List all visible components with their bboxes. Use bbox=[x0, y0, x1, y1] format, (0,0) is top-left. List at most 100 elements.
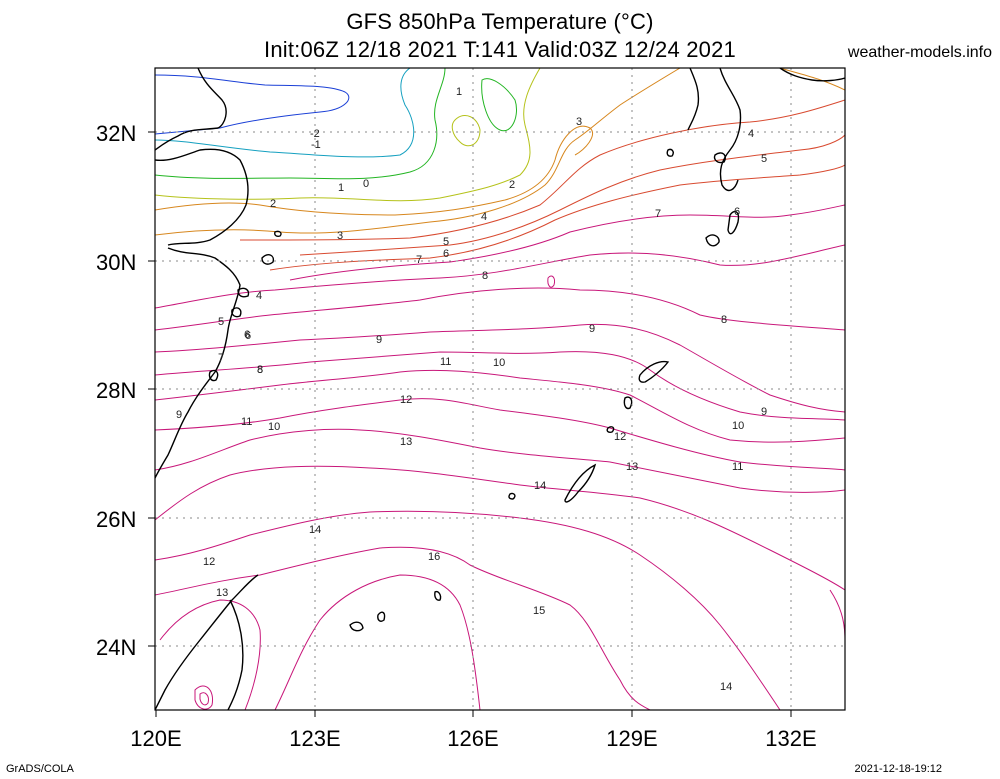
contour-line-cool bbox=[155, 68, 415, 158]
contour-label: 6 bbox=[443, 248, 449, 260]
contour-label: 13 bbox=[216, 587, 228, 599]
contour-label: 6 bbox=[245, 330, 251, 342]
contour-line-magenta bbox=[199, 692, 209, 706]
contour-label: 13 bbox=[400, 436, 412, 448]
coastline-kyushu bbox=[687, 68, 700, 131]
coastline-taiwan bbox=[227, 599, 244, 710]
contour-line-magenta bbox=[155, 244, 845, 309]
contour-label: 6 bbox=[244, 329, 250, 341]
contour-label: 10 bbox=[732, 420, 744, 432]
contour-label: 1 bbox=[456, 86, 462, 98]
contour-label: 3 bbox=[576, 116, 582, 128]
contour-line-orange bbox=[779, 68, 845, 91]
contour-label: 14 bbox=[309, 524, 321, 536]
contour-line-yellow bbox=[155, 68, 541, 202]
coastline-china bbox=[155, 247, 241, 479]
contour-line-magenta bbox=[274, 574, 481, 710]
lon-label-129e: 129E bbox=[606, 726, 657, 751]
contour-label: 4 bbox=[748, 128, 754, 140]
lon-label-126e: 126E bbox=[447, 726, 498, 751]
contour-line-magenta bbox=[159, 599, 261, 710]
contour-label: 9 bbox=[176, 409, 182, 421]
contour-line-magenta bbox=[194, 685, 214, 710]
island-small bbox=[508, 492, 516, 500]
island-small bbox=[623, 396, 633, 410]
island-tanegashima bbox=[727, 210, 740, 235]
contour-line-magenta bbox=[155, 398, 845, 471]
contour-label: 4 bbox=[481, 211, 487, 223]
contour-label: 14 bbox=[534, 480, 546, 492]
contour-label: 14 bbox=[720, 681, 732, 693]
contour-line-magenta bbox=[155, 546, 651, 710]
contour-label: 2 bbox=[509, 179, 515, 191]
contour-line-magenta bbox=[155, 351, 845, 421]
island-yakushima bbox=[705, 234, 720, 247]
lat-label-30n: 30N bbox=[96, 250, 136, 275]
contour-label: 5 bbox=[218, 316, 224, 328]
island-small bbox=[274, 230, 282, 237]
contour-label: 8 bbox=[257, 364, 263, 376]
contour-line-orange bbox=[155, 125, 593, 216]
contour-field bbox=[155, 68, 845, 710]
lat-label-26n: 26N bbox=[96, 507, 136, 532]
contour-label: 11 bbox=[732, 461, 743, 473]
lat-label-28n: 28N bbox=[96, 378, 136, 403]
lon-label-123e: 123E bbox=[289, 726, 340, 751]
island-small bbox=[231, 307, 242, 318]
contour-label: 9 bbox=[376, 334, 382, 346]
contour-label: 0 bbox=[363, 178, 369, 190]
contour-label: 12 bbox=[400, 394, 412, 406]
contour-line-orange bbox=[155, 68, 681, 236]
island-small bbox=[606, 426, 615, 433]
contour-label: 16 bbox=[428, 551, 440, 563]
contour-line-green bbox=[155, 68, 446, 180]
contour-label: 9 bbox=[589, 323, 595, 335]
island-small bbox=[261, 254, 275, 265]
lon-label-120e: 120E bbox=[130, 726, 181, 751]
contour-line-magenta bbox=[155, 287, 845, 331]
contour-line-red bbox=[299, 134, 845, 256]
contour-line-red bbox=[269, 164, 845, 271]
island-okinawa bbox=[564, 463, 597, 503]
coastline-japan bbox=[779, 68, 845, 82]
contour-label: -1 bbox=[311, 139, 321, 151]
island-small bbox=[349, 621, 364, 632]
island-small bbox=[208, 369, 219, 382]
contour-label: 11 bbox=[241, 416, 252, 428]
contour-label: 5 bbox=[761, 153, 767, 165]
chart-subtitle: Init:06Z 12/18 2021 T:141 Valid:03Z 12/2… bbox=[264, 37, 736, 62]
coastline-china bbox=[155, 68, 227, 151]
contour-label: 12 bbox=[203, 556, 215, 568]
contour-label: 3 bbox=[337, 230, 343, 242]
contour-line-yellow bbox=[451, 115, 481, 147]
graticule bbox=[155, 68, 845, 710]
contour-label: 6 bbox=[734, 206, 740, 218]
contour-label: 8 bbox=[257, 364, 263, 376]
coastline-kyushu bbox=[719, 68, 742, 192]
contour-label: 7 bbox=[655, 208, 661, 220]
contour-label: 10 bbox=[268, 421, 280, 433]
island-small bbox=[237, 287, 250, 298]
contour-label: 9 bbox=[761, 406, 767, 418]
footer-software: GrADS/COLA bbox=[6, 763, 74, 775]
contour-label: 12 bbox=[614, 431, 626, 443]
contour-line-green bbox=[481, 78, 517, 132]
lon-label-132e: 132E bbox=[765, 726, 816, 751]
contour-label: 7 bbox=[416, 254, 422, 266]
contour-line-cold bbox=[155, 74, 350, 135]
contour-line-magenta bbox=[547, 275, 555, 288]
contour-label: -2 bbox=[310, 128, 320, 140]
contour-label: 2 bbox=[270, 198, 276, 210]
axis-ticks bbox=[148, 131, 792, 717]
lat-label-24n: 24N bbox=[96, 635, 136, 660]
contour-label: 10 bbox=[493, 357, 505, 369]
contour-line-red bbox=[239, 99, 845, 241]
chart-title: GFS 850hPa Temperature (°C) bbox=[346, 9, 654, 34]
footer-timestamp: 2021-12-18-19:12 bbox=[854, 763, 942, 775]
contour-label: 15 bbox=[533, 605, 545, 617]
island-amami bbox=[638, 360, 670, 383]
contour-label: 5 bbox=[443, 236, 449, 248]
island-small bbox=[713, 152, 726, 164]
contour-line-magenta bbox=[289, 204, 845, 281]
